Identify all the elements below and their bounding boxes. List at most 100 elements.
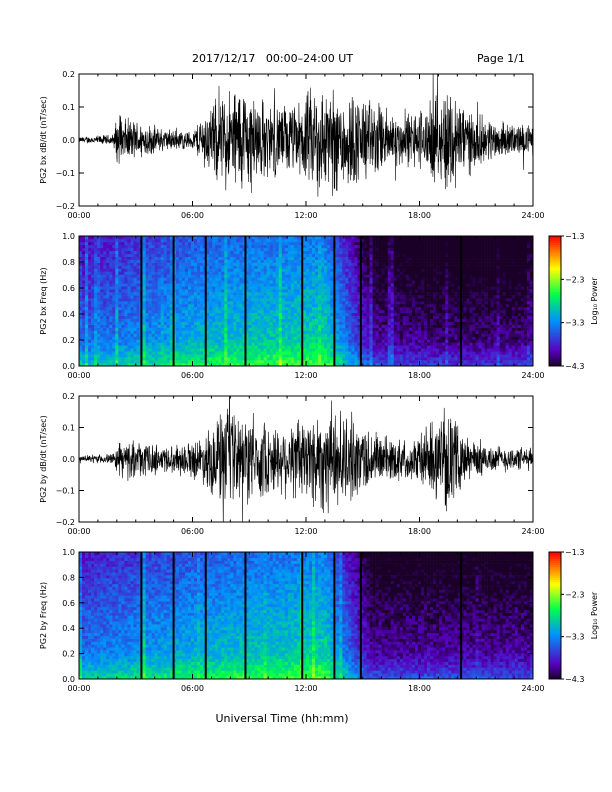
- spectrogram-cell: [236, 295, 240, 299]
- spectrogram-cell: [79, 345, 83, 349]
- spectrogram-cell: [302, 250, 307, 255]
- spectrogram-cell: [118, 333, 122, 337]
- spectrogram-cell: [100, 244, 104, 249]
- spectrogram-cell: [124, 303, 128, 308]
- spectrogram-cell: [309, 309, 313, 314]
- spectrogram-cell: [85, 345, 89, 349]
- spectrogram-cell: [414, 274, 419, 278]
- spectrogram-cell: [187, 292, 192, 296]
- spectrogram-cell: [109, 354, 113, 358]
- spectrogram-cell: [166, 253, 171, 257]
- spectrogram-cell: [345, 321, 349, 325]
- spectrogram-cell: [118, 271, 122, 275]
- spectrogram-cell: [190, 295, 195, 299]
- spectrogram-cell: [133, 333, 137, 337]
- spectrogram-cell: [230, 265, 234, 269]
- spectrogram-cell: [94, 339, 98, 343]
- spectrogram-cell: [151, 241, 155, 246]
- spectrogram-cell: [363, 345, 367, 349]
- spectrogram-cell: [354, 351, 358, 355]
- spectrogram-cell: [82, 321, 86, 325]
- spectrogram-cell: [269, 265, 274, 269]
- spectrogram-cell: [91, 342, 95, 346]
- spectrogram-cell: [194, 295, 198, 299]
- spectrogram-cell: [227, 298, 231, 302]
- spectrogram-cell: [157, 339, 162, 343]
- spectrogram-cell: [342, 289, 346, 293]
- spectrogram-cell: [85, 318, 89, 322]
- spectrogram-cell: [399, 236, 404, 240]
- spectrogram-cell: [212, 289, 216, 293]
- spectrogram-cell: [248, 309, 252, 314]
- spectrogram-cell: [91, 345, 95, 349]
- spectrogram-cell: [121, 289, 125, 293]
- spectrogram-cell: [206, 280, 210, 284]
- spectrogram-cell: [145, 324, 149, 328]
- spectrogram-cell: [375, 256, 379, 260]
- spectrogram-cell: [130, 292, 134, 296]
- spectrogram-cell: [163, 274, 168, 278]
- spectrogram-cell: [321, 315, 325, 320]
- spectrogram-cell: [275, 271, 280, 275]
- spectrogram-cell: [175, 280, 180, 284]
- spectrogram-cell: [124, 330, 128, 334]
- spectrogram-cell: [109, 312, 113, 317]
- spectrogram-cell: [112, 339, 116, 343]
- spectrogram-cell: [248, 295, 252, 299]
- spectrogram-cell: [381, 327, 385, 331]
- spectrogram-cell: [100, 280, 104, 284]
- spectrogram-cell: [190, 351, 195, 355]
- spectrogram-cell: [82, 256, 86, 260]
- spectrogram-cell: [197, 256, 201, 260]
- spectrogram-cell: [197, 280, 201, 284]
- spectrogram-cell: [275, 265, 280, 269]
- spectrogram-cell: [269, 321, 274, 325]
- spectrogram-cell: [130, 283, 134, 287]
- spectrogram-cell: [109, 357, 113, 361]
- spectrogram-cell: [103, 312, 107, 317]
- spectrogram-cell: [399, 318, 404, 322]
- spectrogram-cell: [387, 324, 392, 328]
- spectrogram-cell: [236, 306, 240, 311]
- spectrogram-cell: [233, 292, 237, 296]
- spectrogram-cell: [215, 265, 219, 269]
- spectrogram-cell: [411, 315, 416, 320]
- spectrogram-cell: [121, 301, 125, 305]
- spectrogram-cell: [369, 247, 373, 252]
- spectrogram-cell: [390, 330, 395, 334]
- spectrogram-cell: [136, 241, 140, 246]
- spectrogram-cell: [366, 247, 370, 252]
- spectrogram-cell: [209, 274, 213, 278]
- spectrogram-cell: [145, 244, 149, 249]
- spectrogram-cell: [112, 306, 116, 311]
- spectrogram-cell: [106, 241, 110, 246]
- spectrogram-cell: [266, 309, 270, 314]
- spectrogram-cell: [239, 303, 243, 308]
- spectrogram-cell: [79, 256, 83, 260]
- spectrogram-cell: [112, 238, 116, 243]
- spectrogram-cell: [178, 277, 183, 281]
- spectrogram-cell: [357, 292, 361, 296]
- spectrogram-cell: [357, 259, 361, 263]
- spectrogram-cell: [269, 236, 274, 240]
- spectrogram-cell: [327, 277, 331, 281]
- spectrogram-cell: [315, 280, 319, 284]
- spectrogram-cell: [187, 348, 192, 352]
- spectrogram-cell: [130, 274, 134, 278]
- spectrogram-cell: [175, 292, 180, 296]
- spectrogram-cell: [330, 330, 334, 334]
- spectrogram-cell: [248, 312, 252, 317]
- spectrogram-cell: [269, 303, 274, 308]
- spectrogram-cell: [411, 330, 416, 334]
- spectrogram-cell: [88, 357, 92, 361]
- spectrogram-cell: [336, 289, 340, 293]
- spectrogram-cell: [306, 351, 310, 355]
- spectrogram-cell: [248, 345, 252, 349]
- spectrogram-cell: [166, 354, 171, 358]
- spectrogram-cell: [197, 262, 201, 266]
- spectrogram-cell: [342, 253, 346, 257]
- spectrogram-cell: [287, 327, 292, 331]
- spectrogram-cell: [218, 259, 222, 263]
- spectrogram-cell: [363, 357, 367, 361]
- spectrogram-cell: [184, 330, 189, 334]
